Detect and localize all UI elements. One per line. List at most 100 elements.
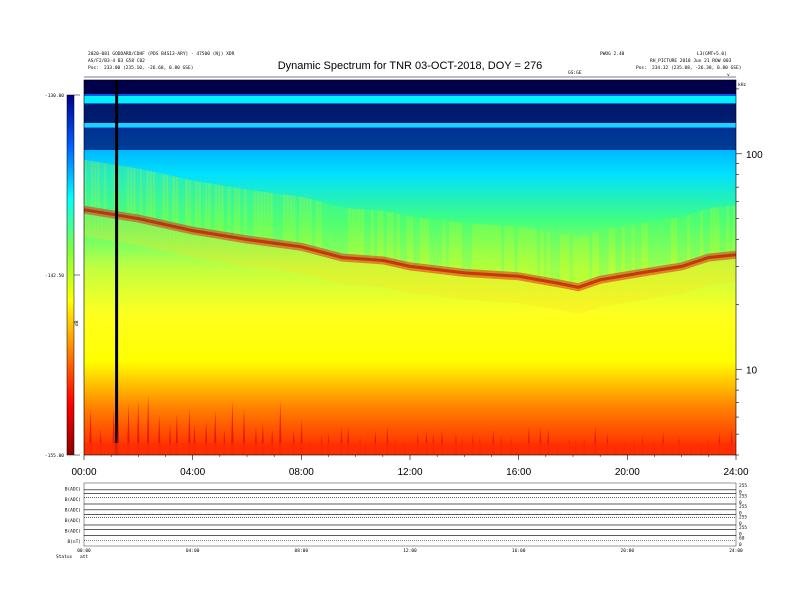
spectrum-streak (315, 250, 319, 278)
chart-title: Dynamic Spectrum for TNR 03-OCT-2018, DO… (278, 60, 543, 72)
red-spike (126, 403, 130, 455)
spectrum-streak (204, 232, 208, 260)
top-band-cyan (84, 96, 736, 103)
spectrum-streak (657, 220, 661, 271)
red-spikes (84, 393, 736, 455)
spectrum-streak (185, 228, 189, 256)
bottom-tick-label: 20:00 (621, 548, 635, 554)
x-tick-label: 00:00 (71, 467, 96, 478)
spectrum-streak (84, 160, 87, 210)
header-left-pos-value: 233.00 (235.10, -26.68, 0.80 GSE) (104, 65, 193, 71)
spectrum-streak (559, 283, 563, 311)
spectrum-streak (664, 269, 668, 297)
bottom-status-sublabel: att (80, 554, 88, 560)
header-right-pos-value: 234.32 (235.08, -26.38, 0.80 GSE) (652, 65, 741, 71)
y-tick-label: 10 (746, 365, 758, 376)
colorbar-tick-label: -142.50 (45, 273, 64, 279)
spectrum-streak (732, 255, 736, 282)
spectrum-streak (625, 275, 629, 303)
spectrum-streak (217, 234, 221, 262)
spectrum-streak (123, 166, 127, 217)
spectrum-streak (644, 222, 648, 273)
spectrum-streak (247, 189, 250, 240)
spectrum-streak (230, 187, 234, 237)
spectrum-streak (168, 225, 172, 253)
spectrum-streak (423, 267, 427, 295)
panel-frame (83, 514, 737, 526)
spectrum-streak (240, 188, 244, 239)
spectrum-streak (233, 187, 237, 238)
spectrum-streak (481, 224, 485, 274)
spectrum-streak (475, 273, 479, 301)
spectrum-streak (618, 276, 622, 304)
spectrum-streak (621, 226, 625, 277)
spectrum-streak (410, 216, 413, 267)
spectrum-streak (468, 223, 472, 274)
spectrum-streak (625, 225, 629, 276)
panel-frame (83, 493, 737, 505)
spectrum-streak (269, 192, 273, 243)
spectrum-streak (501, 275, 505, 303)
spectrum-streak (266, 192, 270, 243)
spectrum-streak (732, 205, 736, 256)
spectrum-streak (641, 223, 645, 273)
spectrum-streak (634, 273, 638, 301)
spectrum-streak (220, 185, 224, 236)
spectrum-streak (586, 234, 590, 285)
spectrum-streak (250, 239, 254, 267)
spectrum-streak (90, 161, 94, 211)
spectrum-streak (566, 284, 570, 312)
spectrum-streak (348, 208, 352, 258)
spectrum-streak (445, 270, 449, 298)
panel-right-tick-bottom: 0 (739, 500, 742, 506)
spectrum-streak (416, 267, 420, 295)
spectrum-streak (703, 209, 707, 260)
spectrum-streak (383, 210, 387, 261)
spectrum-streak (305, 198, 309, 248)
bottom-red-band (84, 443, 736, 455)
spectrum-streak (507, 275, 511, 303)
spectrum-streak (97, 162, 101, 212)
spectrum-streak (533, 278, 537, 306)
spectrum-streak (729, 205, 733, 256)
spectrum-streak (400, 214, 404, 265)
bottom-tick-label: 00:00 (77, 548, 91, 554)
spectrum-streak (638, 273, 642, 301)
spectrum-streak (100, 162, 104, 213)
spectrum-streak (178, 177, 182, 228)
spectrum-streak (321, 252, 325, 280)
spectrum-streak (700, 260, 704, 288)
spectrum-streak (491, 274, 495, 302)
spectrum-streak (693, 262, 697, 290)
spectrum-streak (269, 242, 273, 270)
spectrum-streak (292, 245, 296, 273)
header-right-top-b: L3(GMT+5.0) (697, 51, 727, 57)
spectrum-streak (403, 264, 407, 292)
spectrum-streak (214, 234, 218, 261)
spectrum-streak (491, 224, 495, 275)
bottom-tick-label: 12:00 (403, 548, 417, 554)
spectrum-streak (165, 224, 169, 252)
spectrum-streak (442, 220, 446, 271)
spectrum-streak (690, 213, 694, 264)
panel-right-tick-top: 60 (739, 536, 745, 542)
spectrum-streak (471, 273, 475, 301)
spectrum-streak (158, 173, 162, 224)
spectrum-streak (533, 229, 537, 279)
spectrum-streak (260, 241, 264, 269)
housekeeping-panels: B(ADC)2550B(ADC)2550B(ADC)2550B(ADC)2550… (65, 482, 747, 548)
spectrum-streak (279, 194, 283, 244)
spectrum-streak (494, 274, 498, 302)
top-band-dark (84, 80, 736, 94)
panel-label: B(nT) (67, 539, 81, 545)
spectrum-streak (406, 265, 410, 293)
spectrum-streak (260, 191, 264, 242)
spectrum-streak (273, 193, 277, 243)
spectrum-streak (651, 271, 655, 299)
spectrum-streak (286, 195, 290, 245)
spectrum-streak (331, 205, 335, 255)
spectrum-streak (498, 275, 502, 302)
spectrum-streak (139, 169, 143, 219)
spectrum-streak (576, 237, 580, 287)
header-left-pos-label: Pos: (88, 65, 99, 71)
